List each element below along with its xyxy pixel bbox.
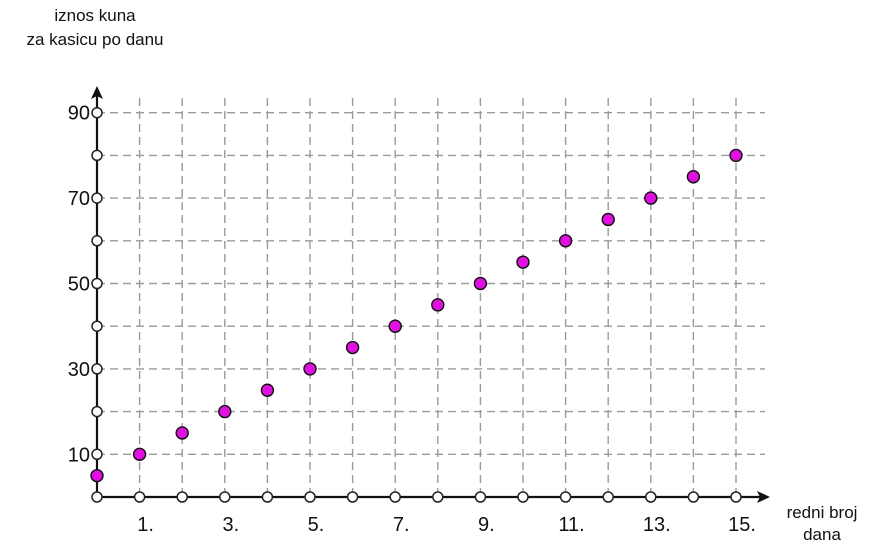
x-tick-label: 9. — [478, 514, 495, 536]
x-axis-arrow — [757, 491, 770, 503]
data-point — [345, 340, 360, 355]
data-point — [132, 447, 147, 461]
data-point — [729, 148, 743, 163]
x-tick-marker — [602, 491, 614, 503]
y-tick-marker — [91, 192, 103, 204]
data-points-layer — [90, 148, 743, 483]
data-point — [388, 319, 402, 333]
data-point — [558, 234, 573, 248]
data-point — [218, 404, 232, 419]
y-tick-marker — [91, 106, 103, 119]
grid-layer — [97, 98, 765, 497]
data-point — [516, 255, 530, 269]
y-tick-marker — [91, 235, 103, 247]
data-point — [90, 468, 104, 483]
y-tick-label: 90 — [68, 103, 90, 125]
y-tick-label: 70 — [68, 188, 90, 210]
x-tick-marker — [645, 491, 657, 503]
x-tick-marker — [559, 491, 572, 503]
y-tick-label: 10 — [68, 444, 90, 466]
x-tick-label: 13. — [643, 514, 671, 536]
data-point — [644, 191, 658, 205]
x-tick-label: 11. — [558, 514, 584, 536]
origin-tick-marker — [91, 491, 103, 503]
data-point — [686, 170, 701, 184]
x-tick-marker — [346, 491, 359, 503]
x-tick-marker — [176, 491, 188, 503]
y-axis-label-line-2: za kasicu po danu — [26, 30, 164, 49]
x-axis-label-line-2: dana — [803, 525, 841, 544]
y-tick-marker — [91, 363, 103, 375]
x-tick-label: 3. — [222, 514, 239, 536]
x-tick-marker — [219, 491, 231, 503]
x-tick-label: 5. — [308, 514, 325, 536]
x-tick-label: 1. — [137, 514, 154, 536]
x-tick-marker — [133, 491, 146, 503]
ticks-layer: 1. 3. 5. 7. 9. 11. 13. 15. 10 30 50 70 90 — [68, 103, 756, 536]
data-point — [260, 383, 275, 397]
x-tick-marker — [304, 491, 316, 503]
x-tick-marker — [432, 491, 444, 503]
x-tick-label: 15. — [728, 514, 756, 536]
y-tick-marker — [91, 320, 103, 332]
y-tick-marker — [91, 149, 103, 162]
x-axis-label-line-1: redni broj — [786, 503, 858, 522]
y-tick-marker — [91, 277, 103, 290]
x-tick-marker — [687, 491, 700, 503]
y-axis-arrow — [91, 86, 103, 99]
data-point — [601, 212, 615, 227]
data-point — [303, 362, 317, 376]
x-tick-marker — [517, 491, 529, 503]
y-tick-label: 30 — [68, 359, 90, 381]
x-tick-marker — [730, 491, 742, 503]
axes-layer — [91, 86, 770, 503]
data-point — [473, 276, 488, 291]
data-point — [175, 426, 189, 440]
y-tick-marker — [91, 448, 103, 461]
y-axis-label-line-1: iznos kuna — [54, 6, 136, 25]
x-tick-marker — [474, 491, 487, 503]
x-tick-marker — [261, 491, 274, 503]
x-tick-marker — [389, 491, 401, 503]
y-tick-label: 50 — [68, 274, 90, 296]
data-point — [431, 298, 445, 312]
y-tick-marker — [91, 405, 103, 418]
x-tick-label: 7. — [393, 514, 410, 536]
